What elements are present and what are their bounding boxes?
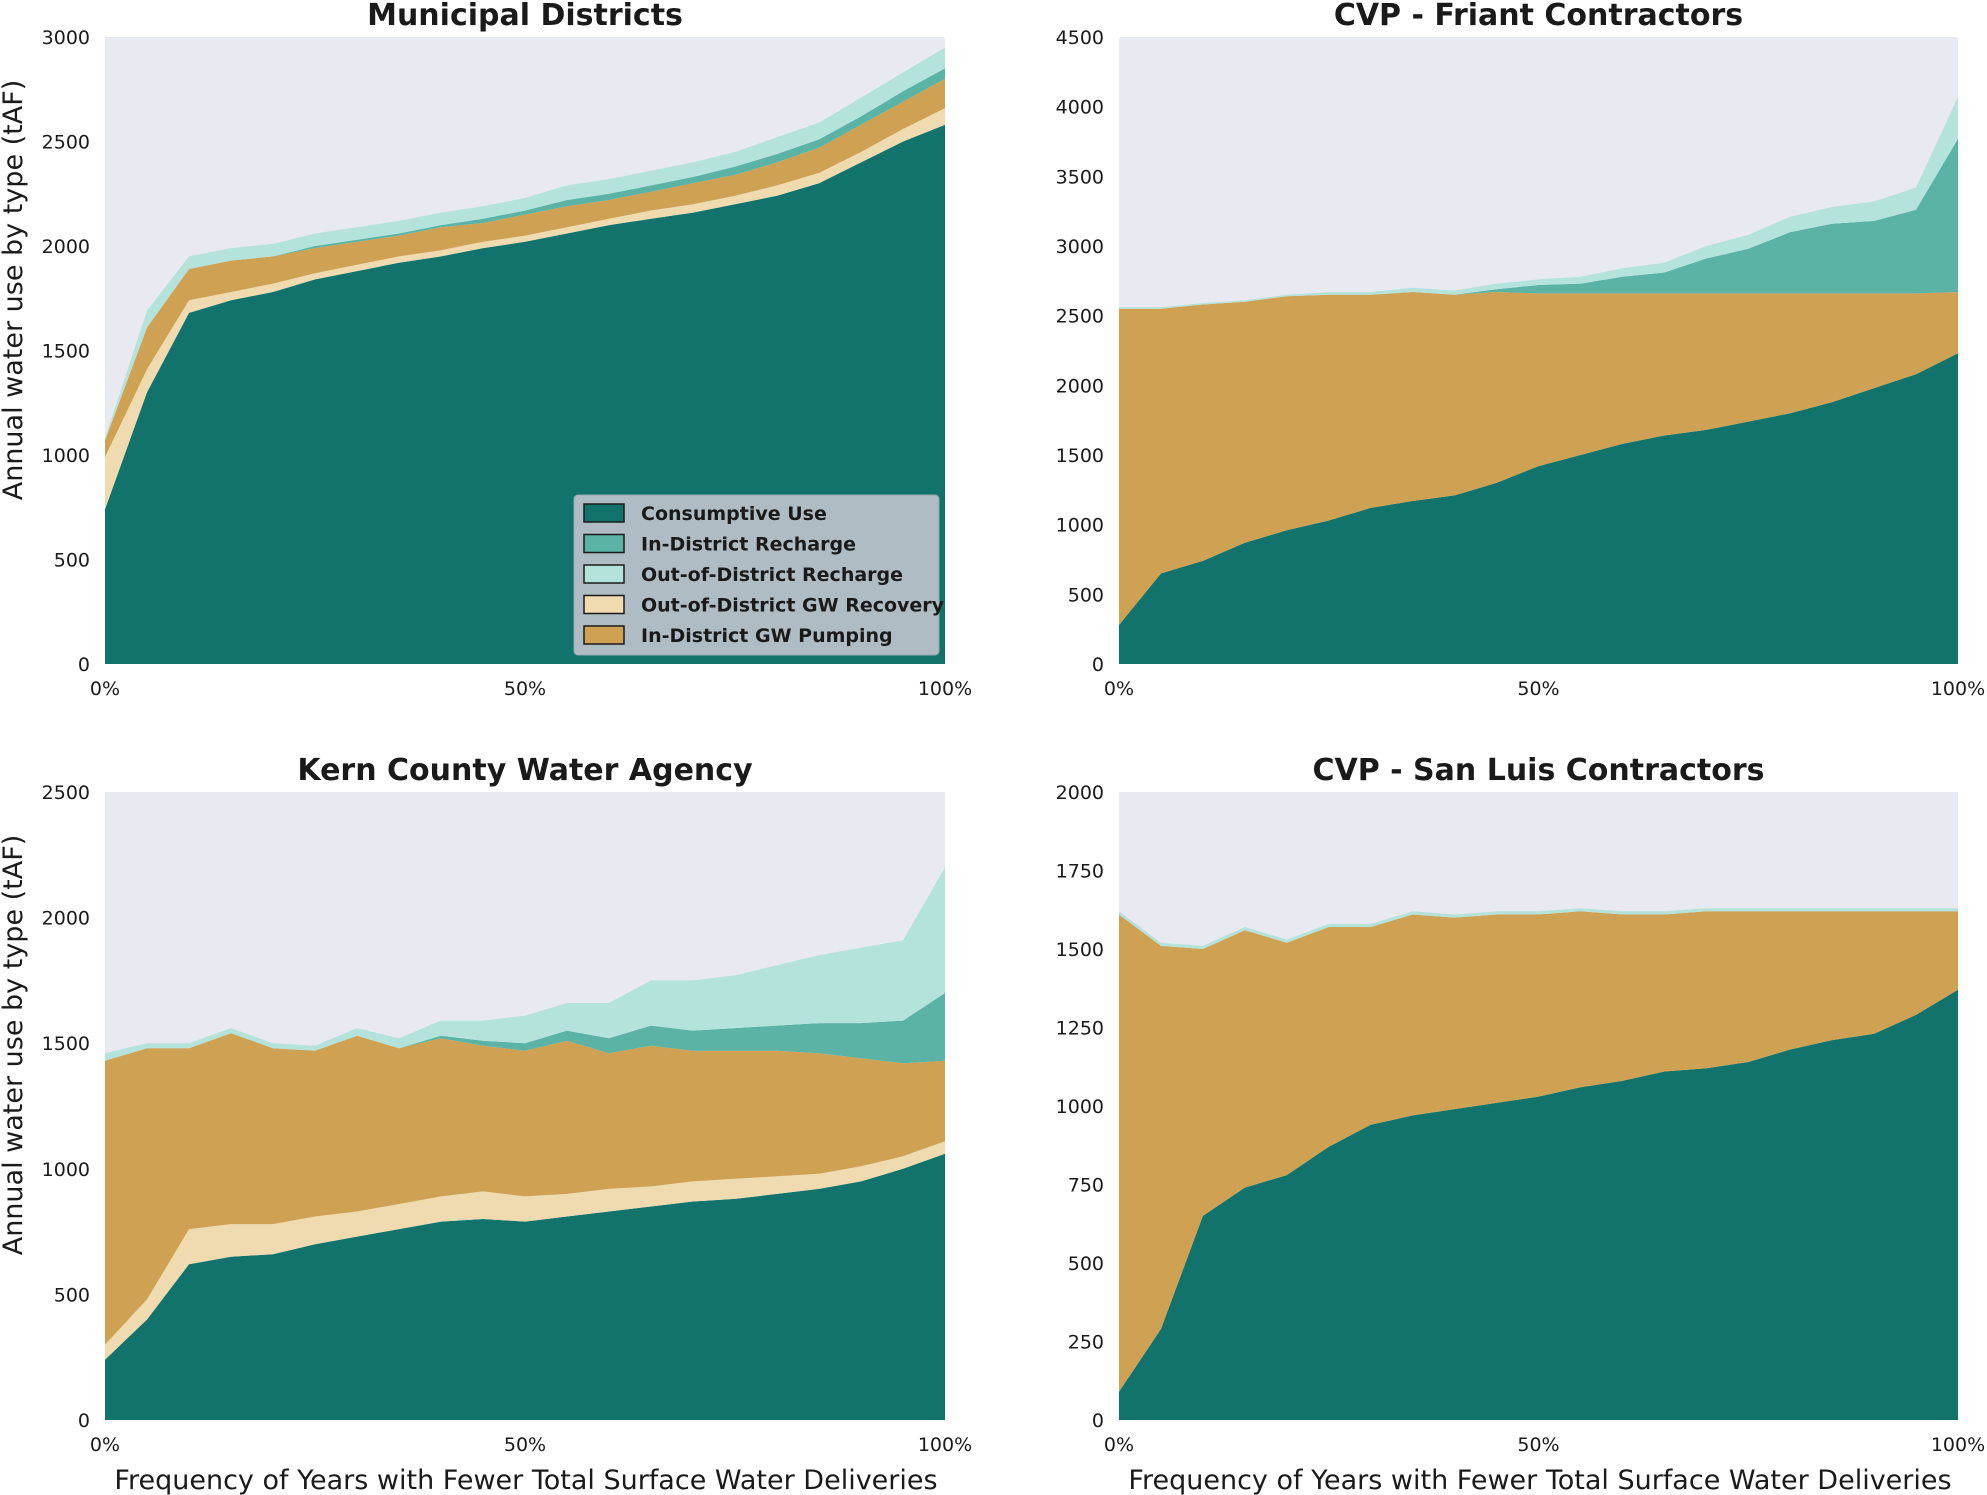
y-tick-label: 1750 <box>1056 861 1104 883</box>
y-tick-label: 1000 <box>1056 1096 1104 1118</box>
x-tick-label: 50% <box>504 678 546 700</box>
y-tick-label: 1500 <box>42 1033 90 1055</box>
x-tick-label: 100% <box>918 678 972 700</box>
x-tick-label: 0% <box>1104 678 1134 700</box>
x-tick-label: 0% <box>1104 1434 1134 1456</box>
y-axis-label-bottom: Annual water use by type (tAF) <box>0 835 29 1256</box>
legend-swatch <box>583 594 625 615</box>
y-tick-label: 500 <box>1068 584 1104 606</box>
legend-swatch <box>583 503 625 523</box>
legend-item-out-of-district-recharge: Out-of-District Recharge <box>583 564 903 586</box>
area-consumptive-use <box>1119 989 1958 1420</box>
panel-kern-county-water-agency: Kern County Water Agency 0 500 1000 1500 2000… <box>42 753 973 1456</box>
y-tick-label: 1500 <box>1056 939 1104 961</box>
y-tick-label: 0 <box>78 654 90 676</box>
y-tick-label: 2500 <box>42 782 90 804</box>
panel-cvp-san-luis-contractors: CVP - San Luis Contractors 0 250 500 750 1000… <box>1056 753 1986 1456</box>
area-in-district-recharge <box>1119 138 1958 309</box>
x-tick-label: 100% <box>918 1434 972 1456</box>
area-in-district-recharge <box>105 993 945 1064</box>
x-tick-label: 100% <box>1931 1434 1985 1456</box>
area-in-district-gw-pumping <box>105 1033 945 1345</box>
area-in-district-gw-pumping <box>1119 292 1958 625</box>
panel-title: CVP - Friant Contractors <box>1334 0 1743 33</box>
legend-item-consumptive-use: Consumptive Use <box>583 503 827 525</box>
legend-box <box>573 494 940 656</box>
y-tick-label: 0 <box>1092 1410 1104 1432</box>
x-tick-label: 0% <box>90 678 120 700</box>
y-tick-label: 2000 <box>1056 782 1104 804</box>
x-tick-label: 50% <box>504 1434 546 1456</box>
legend-label: In-District GW Pumping <box>641 625 893 647</box>
legend-label: Out-of-District Recharge <box>641 564 903 586</box>
y-tick-label: 1250 <box>1056 1018 1104 1040</box>
x-tick-label: 50% <box>1517 678 1559 700</box>
y-tick-label: 2000 <box>42 236 90 258</box>
y-tick-label: 3000 <box>42 27 90 49</box>
y-tick-label: 2000 <box>1056 375 1104 397</box>
y-tick-label: 500 <box>1068 1253 1104 1275</box>
x-tick-label: 50% <box>1517 1434 1559 1456</box>
y-tick-label: 0 <box>78 1410 90 1432</box>
panel-title: Municipal Districts <box>367 0 683 33</box>
area-consumptive-use <box>1119 353 1958 664</box>
y-tick-label: 4500 <box>1056 27 1104 49</box>
x-tick-label: 100% <box>1931 678 1985 700</box>
chart-panels: Municipal Districts050010001500200025003… <box>42 0 1986 1456</box>
legend-item-out-of-district-gw-recovery: Out-of-District GW Recovery <box>583 594 945 617</box>
legend: Consumptive Use In-District Recharge Out-o… <box>573 494 945 656</box>
panel-cvp-friant-contractors: CVP - Friant Contractors 0 500 1000 1500 2000… <box>1056 0 1986 700</box>
y-tick-label: 750 <box>1068 1175 1104 1197</box>
area-out-of-district-recharge <box>105 867 945 1061</box>
y-tick-label: 3000 <box>1056 236 1104 258</box>
y-tick-label: 1500 <box>1056 445 1104 467</box>
y-tick-label: 500 <box>54 1284 90 1306</box>
y-tick-label: 4000 <box>1056 97 1104 119</box>
y-tick-label: 2500 <box>1056 306 1104 328</box>
area-out-of-district-recharge <box>105 47 945 441</box>
x-tick-label: 0% <box>90 1434 120 1456</box>
area-consumptive-use <box>105 1153 945 1420</box>
y-tick-label: 500 <box>54 550 90 572</box>
legend-swatch <box>583 564 625 584</box>
area-in-district-gw-pumping <box>105 78 945 458</box>
legend-label: In-District Recharge <box>641 534 856 556</box>
legend-item-in-district-recharge: In-District Recharge <box>583 533 856 556</box>
area-in-district-gw-pumping <box>1119 911 1958 1392</box>
y-tick-label: 1000 <box>1056 515 1104 537</box>
panel-title: CVP - San Luis Contractors <box>1312 753 1764 788</box>
y-tick-label: 1000 <box>42 445 90 467</box>
x-axis-label-right: Frequency of Years with Fewer Total Surf… <box>1128 1465 1951 1495</box>
y-tick-label: 0 <box>1092 654 1104 676</box>
y-tick-label: 1500 <box>42 341 90 363</box>
legend-label: Consumptive Use <box>641 503 827 525</box>
x-axis-label-left: Frequency of Years with Fewer Total Surf… <box>114 1465 937 1495</box>
y-axis-label-top: Annual water use by type (tAF) <box>0 80 29 501</box>
legend-label: Out-of-District GW Recovery <box>641 595 945 617</box>
y-tick-label: 1000 <box>42 1159 90 1181</box>
y-tick-label: 3500 <box>1056 166 1104 188</box>
y-tick-label: 250 <box>1068 1332 1104 1354</box>
panel-title: Kern County Water Agency <box>297 753 753 788</box>
area-out-of-district-gw-recovery <box>105 1141 945 1360</box>
legend-swatch <box>583 533 625 554</box>
y-tick-label: 2000 <box>42 908 90 930</box>
legend-item-in-district-gw-pumping: In-District GW Pumping <box>583 625 893 647</box>
legend-swatch <box>583 625 625 645</box>
y-tick-label: 2500 <box>42 132 90 154</box>
